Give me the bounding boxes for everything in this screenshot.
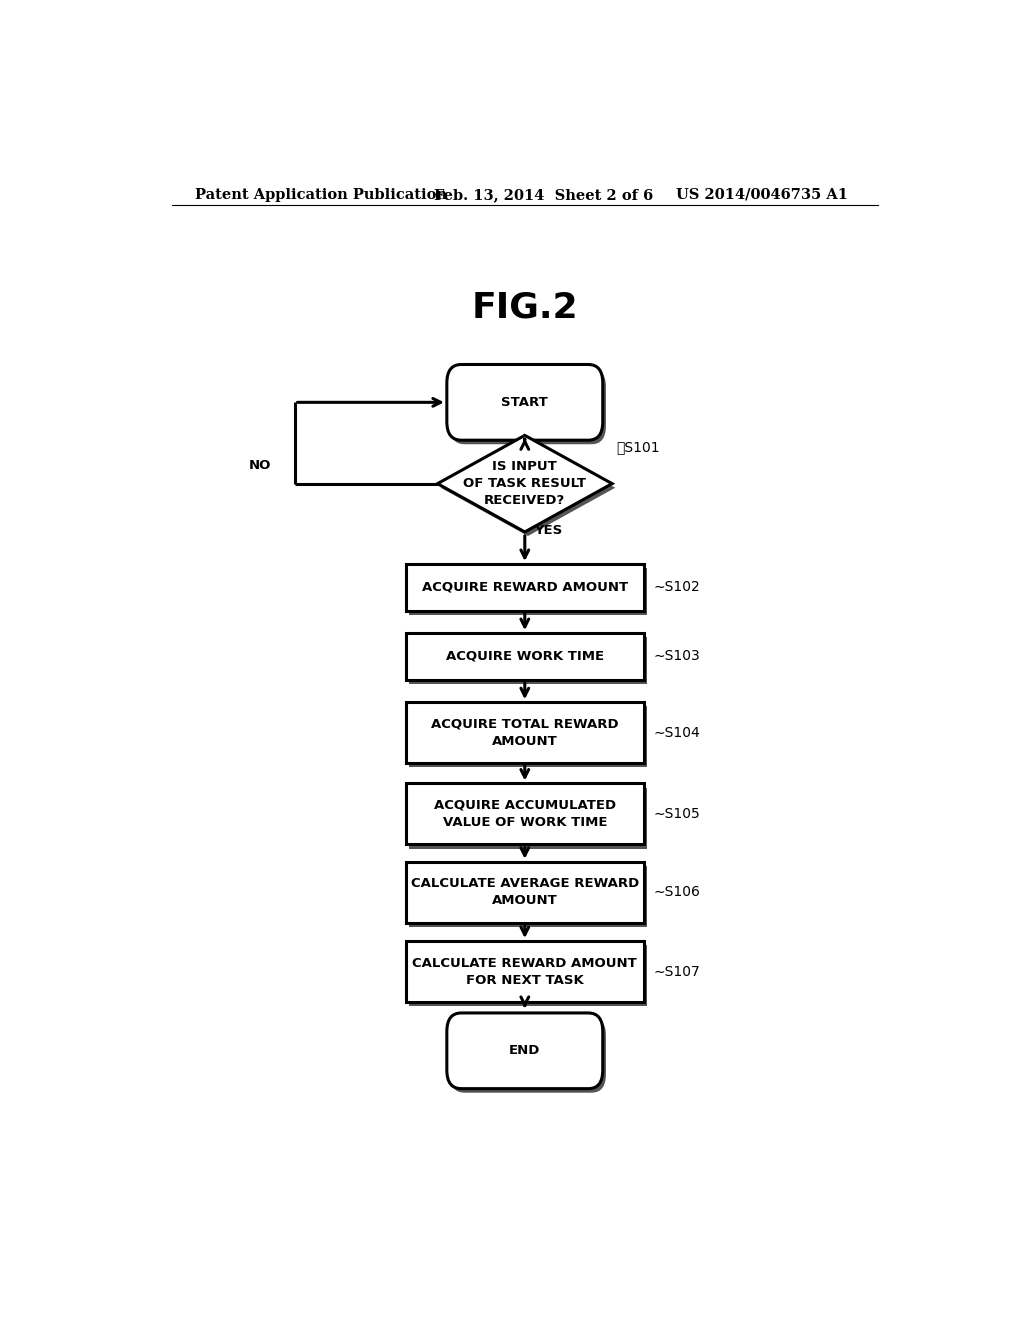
- Text: CALCULATE AVERAGE REWARD
AMOUNT: CALCULATE AVERAGE REWARD AMOUNT: [411, 878, 639, 907]
- Bar: [406, 862, 644, 923]
- FancyBboxPatch shape: [450, 1016, 606, 1093]
- Text: FIG.2: FIG.2: [471, 290, 579, 325]
- Text: ∼S105: ∼S105: [653, 807, 700, 821]
- Bar: [409, 706, 647, 767]
- Text: YES: YES: [535, 524, 562, 537]
- Text: IS INPUT
OF TASK RESULT
RECEIVED?: IS INPUT OF TASK RESULT RECEIVED?: [463, 461, 587, 507]
- FancyBboxPatch shape: [450, 368, 606, 445]
- Bar: [406, 784, 644, 845]
- Text: 〈S101: 〈S101: [616, 441, 659, 454]
- FancyBboxPatch shape: [446, 364, 603, 440]
- Text: ACQUIRE ACCUMULATED
VALUE OF WORK TIME: ACQUIRE ACCUMULATED VALUE OF WORK TIME: [434, 799, 615, 829]
- Text: END: END: [509, 1044, 541, 1057]
- Text: ACQUIRE WORK TIME: ACQUIRE WORK TIME: [445, 649, 604, 663]
- Polygon shape: [437, 436, 612, 532]
- Bar: [406, 564, 644, 611]
- Bar: [406, 634, 644, 680]
- Bar: [409, 568, 647, 615]
- Bar: [409, 788, 647, 849]
- Text: START: START: [502, 396, 548, 409]
- Bar: [409, 638, 647, 684]
- Text: ∼S103: ∼S103: [653, 649, 700, 664]
- Text: ACQUIRE REWARD AMOUNT: ACQUIRE REWARD AMOUNT: [422, 581, 628, 594]
- Text: ∼S102: ∼S102: [653, 581, 700, 594]
- FancyBboxPatch shape: [446, 1012, 603, 1089]
- Text: Feb. 13, 2014  Sheet 2 of 6: Feb. 13, 2014 Sheet 2 of 6: [433, 187, 652, 202]
- Bar: [406, 702, 644, 763]
- Text: ∼S107: ∼S107: [653, 965, 700, 978]
- Polygon shape: [440, 440, 615, 536]
- Text: Patent Application Publication: Patent Application Publication: [196, 187, 447, 202]
- Text: US 2014/0046735 A1: US 2014/0046735 A1: [676, 187, 848, 202]
- Text: NO: NO: [249, 459, 270, 471]
- Bar: [409, 866, 647, 927]
- Text: CALCULATE REWARD AMOUNT
FOR NEXT TASK: CALCULATE REWARD AMOUNT FOR NEXT TASK: [413, 957, 637, 986]
- Text: ∼S106: ∼S106: [653, 886, 700, 899]
- Bar: [406, 941, 644, 1002]
- Text: ACQUIRE TOTAL REWARD
AMOUNT: ACQUIRE TOTAL REWARD AMOUNT: [431, 718, 618, 747]
- Text: ∼S104: ∼S104: [653, 726, 700, 739]
- Bar: [409, 945, 647, 1006]
